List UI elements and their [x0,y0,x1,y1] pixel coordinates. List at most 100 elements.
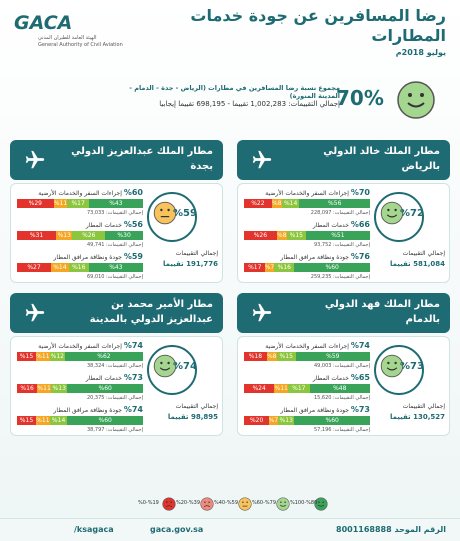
item-total-label: إجمالي التقييمات: [106,242,143,248]
item-total: إجمالي التقييمات: 57,196 [244,427,370,433]
rating-circle: %74 [147,345,197,395]
face [238,497,252,511]
item-total: إجمالي التقييمات: 20,375 [17,395,143,401]
bar-segment: %18 [244,352,267,361]
rating-circle: %72 [374,192,424,242]
bar-segment: %51 [305,231,370,240]
title: رضا المسافرين عن جودة خدمات المطارات [190,6,446,45]
airport-percent: %72 [400,208,424,219]
summary-percent: 70% [336,86,384,110]
item-title: %74 جودة ونظافة مرافق المطار [17,405,143,414]
item-percent: %60 [123,188,143,197]
item-total-value: 228,097 [310,210,332,216]
bar-segment: %8 [276,231,287,240]
legend-face [314,496,328,515]
face [153,201,177,225]
total-label: إجمالي التقييمات [175,250,218,257]
item-total-value: 259,235 [310,274,332,280]
bar-segment: %17 [244,263,266,272]
bar-segment: %60 [294,416,370,425]
rating-circle: %59 [147,192,197,242]
bar-segment: %16 [17,384,38,393]
face [314,497,328,511]
airport-card: %72 إجمالي التقييمات 581,084 تقييما %70 إجر… [237,183,450,283]
bar-segment: %11 [53,199,68,208]
bar-segment: %14 [49,416,68,425]
icon [24,302,46,328]
total-label: إجمالي التقييمات [402,250,445,257]
item-title: %70 إجراءات السفر والخدمات الأرضية [244,188,370,197]
bar-segment: %22 [244,199,272,208]
item-total-value: 20,375 [86,395,105,401]
item-percent: %70 [350,188,370,197]
airport-total: 130,527 تقييما [389,413,445,421]
airport-header: مطار الملك عبدالعزيز الدولي بجدة [10,140,223,180]
stacked-bar: %59 %15 %8 %18 [244,352,370,361]
item-title: %76 جودة ونظافة مرافق المطار [244,252,370,261]
airport-name: مطار الملك خالد الدولي بالرياض [323,146,440,172]
bar-segment: %17 [288,384,310,393]
legend-label: %100-%80 [290,500,318,506]
bar-segment: %11 [35,416,50,425]
item-total-label: إجمالي التقييمات: [333,395,370,401]
phone: الرقم الموحد 8001168888 [336,525,446,534]
item-name: إجراءات السفر والخدمات الأرضية [265,343,349,350]
item-name: جودة ونظافة مرافق المطار [280,254,349,261]
item-total-label: إجمالي التقييمات: [333,274,370,280]
bar-segment: %13 [56,231,73,240]
bar-segment: %43 [88,199,143,208]
item-name: خدمات المطار [312,222,349,229]
legend-item: %0-%19 [138,494,176,512]
item-total-label: إجمالي التقييمات: [106,274,143,280]
bar-segment: %60 [67,416,143,425]
airport-header: مطار الملك خالد الدولي بالرياض [237,140,450,180]
item-total: إجمالي التقييمات: 15,620 [244,395,370,401]
item-percent: %65 [350,373,370,382]
bar-segment: %56 [299,199,370,208]
bar-segment: %62 [64,352,143,361]
stacked-bar: %43 %17 %11 %29 [17,199,143,208]
item-total-value: 93,752 [313,242,332,248]
plane-icon [25,303,45,322]
logo-ar: الهيئة العامة للطيران المدني [38,35,97,41]
legend-item: %60-%79 [252,494,290,512]
bar-segment: %43 [88,263,143,272]
face [397,81,435,119]
bar-segment: %13 [51,384,68,393]
item-total: إجمالي التقييمات: 38,324 [17,363,143,369]
stacked-bar: %43 %16 %14 %27 [17,263,143,272]
bar-segment: %8 [271,199,282,208]
face-wrap [153,201,177,229]
item-total: إجمالي التقييمات: 69,010 [17,274,143,280]
face-wrap [380,354,404,382]
item-total-label: إجمالي التقييمات: [333,210,370,216]
item-total-label: إجمالي التقييمات: [106,395,143,401]
item-total: إجمالي التقييمات: 93,752 [244,242,370,248]
rating-circle: %73 [374,345,424,395]
face [380,201,404,225]
airport-header: مطار الأمير محمد بن عبدالعزيز الدولي بال… [10,293,223,333]
bar-segment: %16 [68,263,89,272]
bar-segment: %26 [72,231,106,240]
item-name: جودة ونظافة مرافق المطار [53,254,122,261]
legend-face [276,496,290,515]
bar-segment: %11 [37,384,52,393]
airport-total: 581,084 تقييما [389,260,445,268]
face [380,354,404,378]
item-total: إجمالي التقييمات: 38,797 [17,427,143,433]
airport-name: مطار الملك فهد الدولي بالدمام [324,299,440,325]
item-percent: %74 [123,405,143,414]
item-percent: %59 [123,252,143,261]
airport-card: %59 إجمالي التقييمات 191,776 تقييما %60 إجر… [10,183,223,283]
item-total: إجمالي التقييمات: 49,003 [244,363,370,369]
item-name: إجراءات السفر والخدمات الأرضية [265,190,349,197]
stacked-bar: %62 %12 %11 %15 [17,352,143,361]
airport-percent: %59 [173,208,197,219]
logo: GACA [14,12,73,34]
item-total-label: إجمالي التقييمات: [106,210,143,216]
face [162,497,176,511]
item-percent: %74 [123,341,143,350]
legend-item: %20-%39 [176,494,214,512]
bar-segment: %26 [244,231,277,240]
